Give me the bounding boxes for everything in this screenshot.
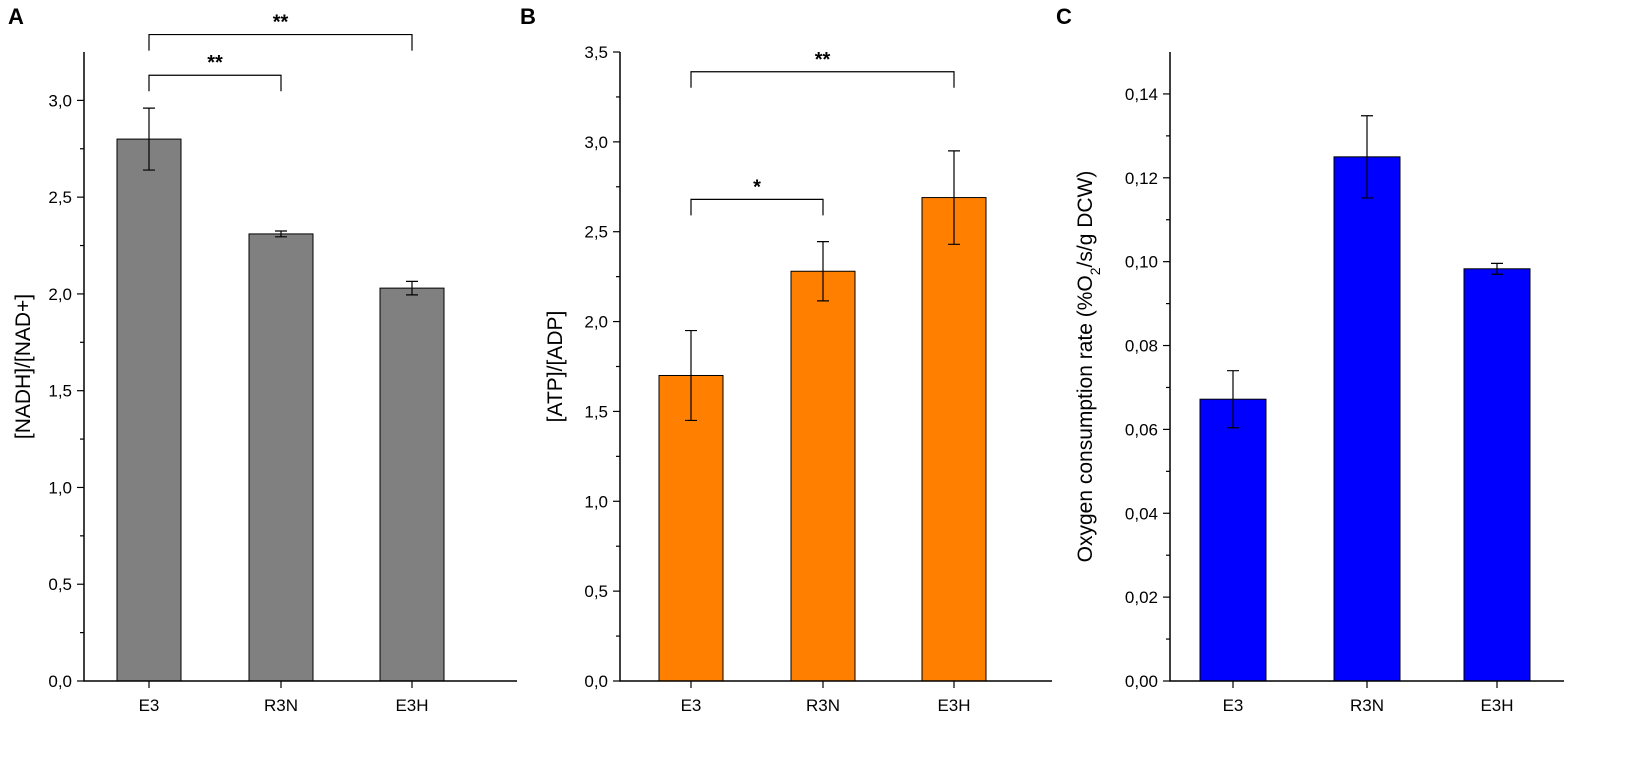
p1-ytick-label: 1,0	[584, 492, 608, 511]
p2-ytick-label: 0,10	[1125, 253, 1158, 272]
p1-significance-label: *	[753, 176, 761, 198]
p2-error-bar-r3n	[1361, 115, 1373, 199]
p0-ytick-label: 0,5	[48, 575, 72, 594]
panel-b: B 0,0 0,5 1,0 1,5 2,0 2,5 3,0 3,5 E3 R3N E3H [ATP]/…	[520, 4, 1052, 715]
p0-significance-label: **	[273, 12, 289, 34]
p2-error-bar-e3h	[1491, 262, 1503, 275]
p2-ytick-label: 0,08	[1125, 337, 1158, 356]
panel-a: A 0,0 0,5 1,0 1,5 2,0 2,5 3,0 E3 R3N E3H [NADH]/[N…	[8, 4, 517, 715]
panel-a-letter: A	[8, 4, 24, 29]
p0-significance-bracket	[148, 74, 282, 92]
p1-error-bar-r3n	[817, 240, 829, 302]
p1-xtick-label-e3: E3	[681, 696, 702, 715]
p1-xtick-label-r3n: R3N	[806, 696, 840, 715]
p1-ytick-label: 1,5	[584, 402, 608, 421]
panel-b-letter: B	[520, 4, 536, 29]
p2-xtick-label-e3h: E3H	[1480, 696, 1513, 715]
p2-xtick-label-r3n: R3N	[1350, 696, 1384, 715]
p1-xtick-label-e3h: E3H	[937, 696, 970, 715]
p0-ytick-label: 2,0	[48, 285, 72, 304]
p0-ytick-label: 0,0	[48, 672, 72, 691]
p0-error-bar-e3h	[406, 280, 418, 296]
p1-error-bar-e3h	[948, 150, 960, 245]
p0-significance-label: **	[207, 52, 223, 74]
p2-bar-r3n	[1333, 156, 1401, 682]
p1-bar-r3n	[790, 270, 856, 682]
p0-ytick-label: 1,0	[48, 478, 72, 497]
p0-bar-e3	[116, 138, 182, 682]
p2-error-bar-e3	[1227, 370, 1239, 429]
p0-bar-r3n	[248, 233, 314, 682]
p0-ytick-label: 2,5	[48, 188, 72, 207]
p0-significance-bracket	[148, 33, 413, 51]
p2-ytick-label: 0,06	[1125, 420, 1158, 439]
p2-xtick-label-e3: E3	[1223, 696, 1244, 715]
p0-xtick-label-e3: E3	[139, 696, 160, 715]
p2-ytick-label: 0,04	[1125, 504, 1158, 523]
p0-ylabel: [NADH]/[NAD+]	[12, 294, 35, 439]
p1-ytick-label: 2,0	[584, 313, 608, 332]
p1-error-bar-e3	[685, 329, 697, 422]
p0-error-bar-r3n	[275, 230, 287, 238]
p1-ytick-label: 3,5	[584, 43, 608, 62]
p2-ytick-label: 0,12	[1125, 169, 1158, 188]
p1-ytick-label: 2,5	[584, 223, 608, 242]
p2-ylabel: Oxygen consumption rate (%O2/s/g DCW)	[1074, 171, 1103, 563]
p0-error-bar-e3	[143, 107, 155, 171]
p1-significance-bracket	[690, 71, 955, 88]
panel-c: C 0,00 0,02 0,04 0,06 0,08 0,10 0,12 0,14 E3 R3N E…	[1056, 4, 1564, 715]
p0-xtick-label-r3n: R3N	[264, 696, 298, 715]
p2-ytick-label: 0,02	[1125, 588, 1158, 607]
p1-significance-bracket	[690, 198, 824, 216]
p1-bar-e3h	[921, 197, 987, 682]
p2-ytick-label: 0,14	[1125, 85, 1158, 104]
p1-ytick-label: 0,0	[584, 672, 608, 691]
p1-ytick-label: 0,5	[584, 582, 608, 601]
p1-bar-e3	[658, 374, 724, 682]
p0-bar-e3h	[379, 287, 445, 682]
p1-significance-label: **	[815, 49, 831, 71]
p1-ylabel: [ATP]/[ADP]	[544, 311, 567, 423]
p2-bar-e3h	[1463, 268, 1531, 682]
p0-ytick-label: 1,5	[48, 382, 72, 401]
p0-xtick-label-e3h: E3H	[395, 696, 428, 715]
p1-ytick-label: 3,0	[584, 133, 608, 152]
p2-ytick-label: 0,00	[1125, 672, 1158, 691]
panel-c-letter: C	[1056, 4, 1072, 29]
p0-ytick-label: 3,0	[48, 91, 72, 110]
p2-bar-e3	[1199, 398, 1267, 682]
